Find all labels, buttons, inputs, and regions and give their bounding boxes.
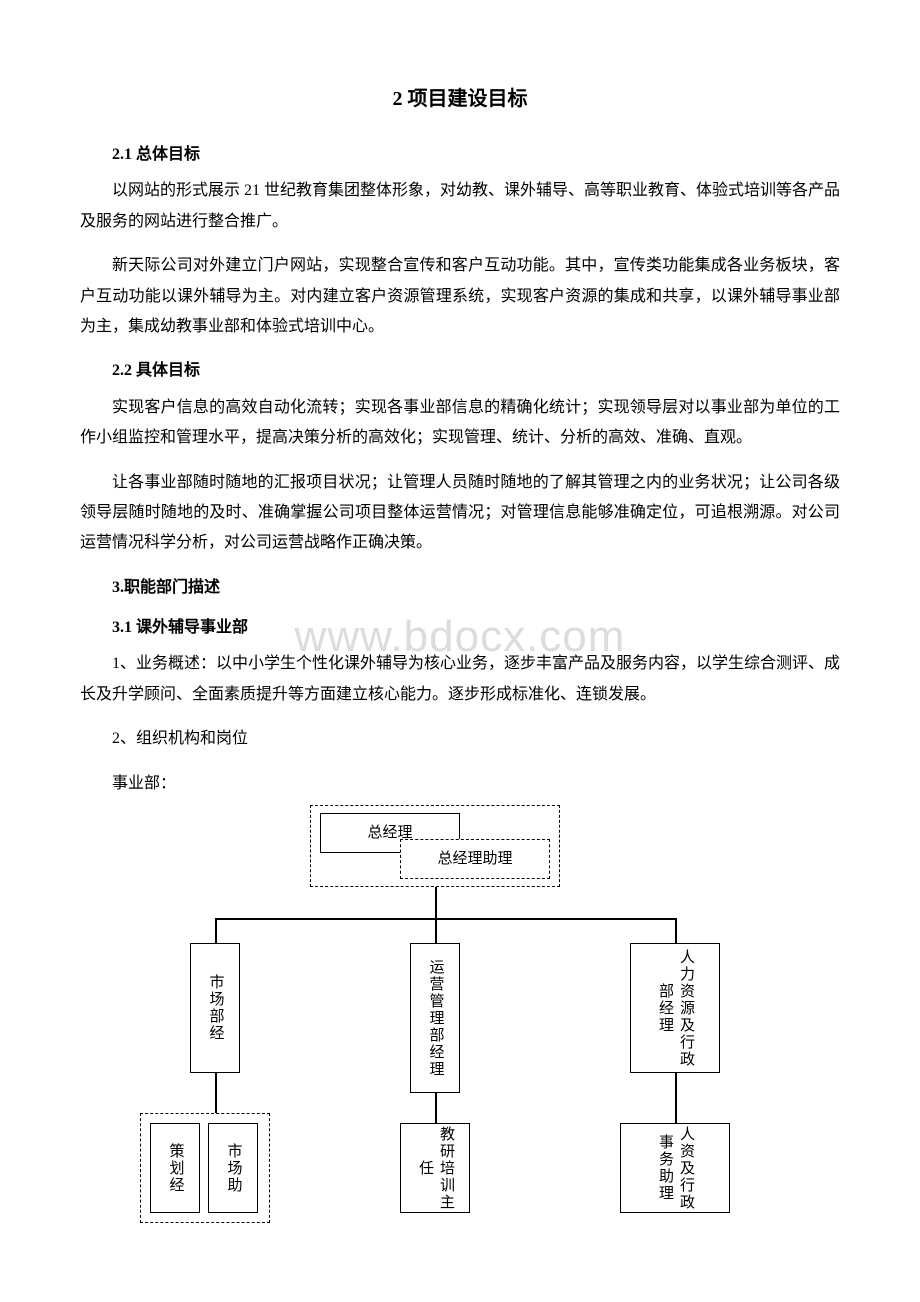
para-3-3: 事业部： [80,769,840,799]
org-node-gm_asst: 总经理助理 [400,839,550,879]
org-node-train: 教研培训主任 [400,1123,470,1213]
document-body: 2 项目建设目标 2.1 总体目标 以网站的形式展示 21 世纪教育集团整体形象… [80,80,840,1213]
org-node-hr: 人力资源及行政部经理 [630,943,720,1073]
para-2-1-1: 以网站的形式展示 21 世纪教育集团整体形象，对幼教、课外辅导、高等职业教育、体… [80,176,840,237]
heading-3: 3.职能部门描述 [80,573,840,603]
page-title: 2 项目建设目标 [80,80,840,118]
para-2-1-2: 新天际公司对外建立门户网站，实现整合宣传和客户互动功能。其中，宣传类功能集成各业… [80,251,840,342]
org-node-plan: 策划经 [150,1123,200,1213]
org-node-mkt_asst: 市场助 [208,1123,258,1213]
para-3-2: 2、组织机构和岗位 [80,724,840,754]
org-node-mkt: 市场部经 [190,943,240,1073]
para-2-2-2: 让各事业部随时随地的汇报项目状况；让管理人员随时随地的了解其管理之内的业务状况；… [80,468,840,559]
org-chart: 总经理总经理助理市场部经运营管理部经理人力资源及行政部经理策划经市场助教研培训主… [130,813,790,1213]
org-node-hr_asst: 人资及行政事务助理 [620,1123,730,1213]
heading-2-2: 2.2 具体目标 [80,356,840,386]
heading-2-1: 2.1 总体目标 [80,140,840,170]
org-node-ops: 运营管理部经理 [410,943,460,1093]
para-3-1: 1、业务概述：以中小学生个性化课外辅导为核心业务，逐步丰富产品及服务内容，以学生… [80,649,840,710]
para-2-2-1: 实现客户信息的高效自动化流转；实现各事业部信息的精确化统计；实现领导层对以事业部… [80,393,840,454]
heading-3-1: 3.1 课外辅导事业部 [80,613,840,643]
